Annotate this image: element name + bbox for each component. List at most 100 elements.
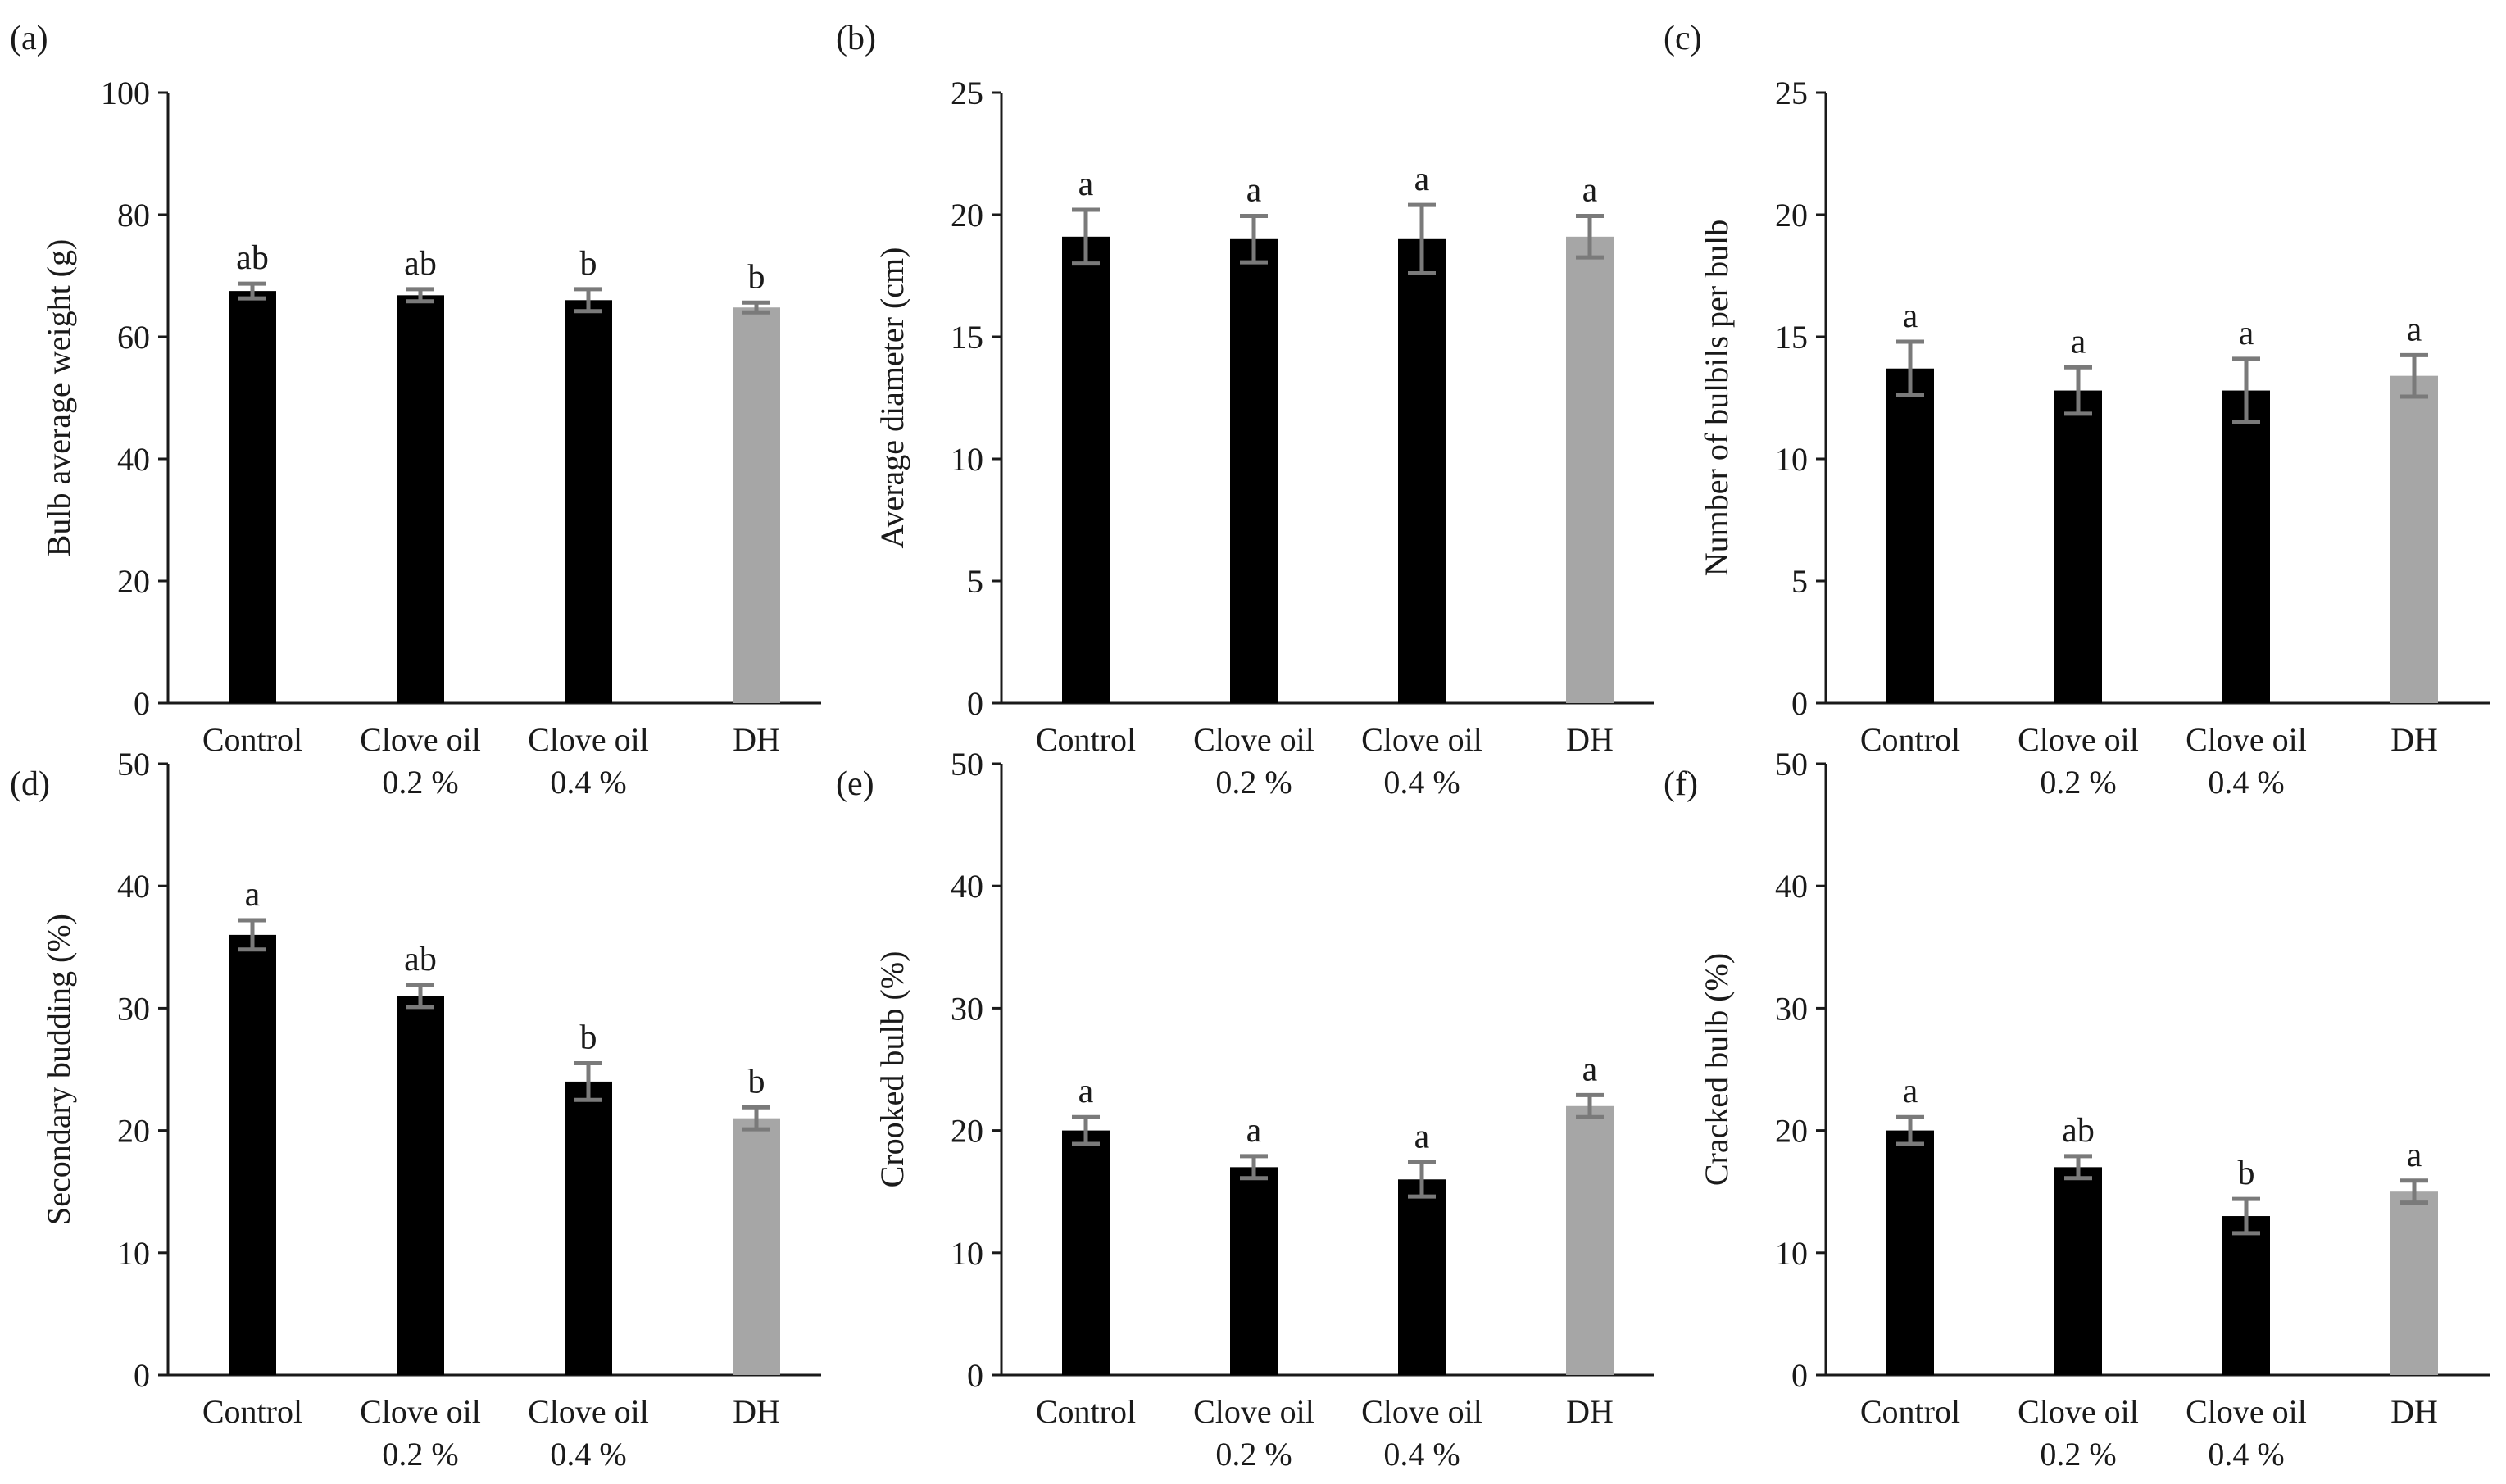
bar — [397, 295, 444, 703]
significance-letter: b — [2238, 1155, 2255, 1192]
x-category-label: 0.4 % — [1383, 1436, 1460, 1473]
y-tick-label: 15 — [1775, 319, 1808, 356]
chart-panel-c: (c) 0 5 10 15 20 25 Number of bulbils per bulb a… — [1664, 20, 2490, 801]
chart-panel-b: (b) 0 5 10 15 20 25 Average diameter (cm) a Contr… — [836, 20, 1654, 801]
panel-label: (a) — [10, 20, 48, 57]
significance-letter: a — [1414, 1118, 1430, 1155]
x-category-label: Clove oil — [2186, 721, 2307, 758]
bar — [1062, 1130, 1110, 1375]
x-category-label: Control — [1036, 721, 1136, 758]
bar — [229, 934, 276, 1375]
x-category-label: Clove oil — [2186, 1393, 2307, 1430]
y-axis-title: Cracked bulb (%) — [1698, 953, 1735, 1186]
significance-letter: a — [1246, 171, 1262, 209]
y-tick-label: 40 — [951, 868, 983, 905]
bar — [2390, 375, 2438, 703]
bar — [1886, 1130, 1934, 1375]
bar — [2222, 390, 2270, 703]
x-category-label: Control — [1860, 1393, 1960, 1430]
y-tick-label: 20 — [951, 197, 983, 234]
significance-letter: b — [580, 1019, 597, 1057]
panel-label: (b) — [836, 20, 876, 57]
bar — [1230, 238, 1278, 703]
x-category-label: Clove oil — [2018, 1393, 2139, 1430]
x-category-label: 0.2 % — [1215, 764, 1292, 801]
y-tick-label: 5 — [967, 563, 983, 600]
x-category-label: 0.4 % — [2208, 1436, 2284, 1473]
y-axis-title: Crooked bulb (%) — [874, 951, 910, 1188]
y-tick-label: 50 — [1775, 746, 1808, 783]
x-category-label: Clove oil — [1361, 1393, 1482, 1430]
y-tick-label: 0 — [1791, 685, 1808, 722]
y-axis-title: Bulb average weight (g) — [40, 239, 77, 557]
y-tick-label: 0 — [134, 1357, 150, 1394]
significance-letter: a — [1246, 1112, 1262, 1150]
bar — [733, 307, 780, 703]
bar — [1566, 1105, 1614, 1375]
x-category-label: Control — [202, 721, 302, 758]
y-tick-label: 10 — [951, 1235, 983, 1272]
y-tick-label: 50 — [117, 746, 150, 783]
x-category-label: DH — [733, 1393, 780, 1430]
significance-letter: a — [1078, 1073, 1094, 1110]
y-tick-label: 100 — [101, 75, 150, 111]
y-tick-label: 10 — [117, 1235, 150, 1272]
y-tick-label: 40 — [1775, 868, 1808, 905]
significance-letter: ab — [404, 245, 437, 283]
x-category-label: DH — [2390, 1393, 2438, 1430]
y-axis-title: Number of bulbils per bulb — [1698, 220, 1735, 577]
x-category-label: Clove oil — [528, 1393, 649, 1430]
bar — [1566, 236, 1614, 703]
y-tick-label: 20 — [117, 1113, 150, 1150]
x-category-label: Clove oil — [360, 1393, 481, 1430]
significance-letter: ab — [404, 941, 437, 978]
y-tick-label: 0 — [1791, 1357, 1808, 1394]
y-tick-label: 25 — [951, 75, 983, 111]
bar — [2390, 1191, 2438, 1375]
x-category-label: DH — [1566, 721, 1614, 758]
y-tick-label: 30 — [1775, 990, 1808, 1027]
y-tick-label: 20 — [117, 563, 150, 600]
panel-label: (c) — [1664, 20, 1702, 57]
x-category-label: Control — [1860, 721, 1960, 758]
x-category-label: 0.2 % — [2040, 764, 2116, 801]
y-axis-title: Secondary budding (%) — [40, 914, 77, 1225]
y-tick-label: 30 — [117, 990, 150, 1027]
panel-label: (d) — [10, 765, 50, 803]
x-category-label: 0.4 % — [550, 764, 626, 801]
y-tick-label: 50 — [951, 746, 983, 783]
y-tick-label: 40 — [117, 868, 150, 905]
significance-letter: a — [1582, 1051, 1598, 1088]
significance-letter: b — [748, 1063, 765, 1101]
y-tick-label: 30 — [951, 990, 983, 1027]
bar — [2054, 1167, 2102, 1375]
x-category-label: DH — [733, 721, 780, 758]
significance-letter: a — [1078, 166, 1094, 203]
significance-letter: a — [1414, 161, 1430, 198]
y-tick-label: 0 — [967, 685, 983, 722]
x-category-label: DH — [2390, 721, 2438, 758]
chart-panel-e: (e) 0 10 20 30 40 50 Crooked bulb (%) a Control a C… — [836, 746, 1654, 1473]
x-category-label: 0.2 % — [382, 764, 458, 801]
x-category-label: Clove oil — [1361, 721, 1482, 758]
y-tick-label: 20 — [951, 1113, 983, 1150]
y-tick-label: 20 — [1775, 197, 1808, 234]
x-category-label: 0.2 % — [382, 1436, 458, 1473]
x-category-label: Clove oil — [1193, 1393, 1314, 1430]
y-tick-label: 80 — [117, 197, 150, 234]
chart-panel-a: (a) 0 20 40 60 80 100 Bulb average weight (g) ab… — [10, 20, 821, 801]
x-category-label: Control — [1036, 1393, 1136, 1430]
chart-panel-d: (d) 0 10 20 30 40 50 Secondary budding (%) a Cont… — [10, 746, 821, 1473]
significance-letter: ab — [2062, 1112, 2095, 1150]
x-category-label: 0.4 % — [550, 1436, 626, 1473]
y-axis-title: Average diameter (cm) — [874, 247, 910, 549]
panel-label: (f) — [1664, 765, 1698, 803]
x-category-label: 0.4 % — [2208, 764, 2284, 801]
y-tick-label: 0 — [134, 685, 150, 722]
y-tick-label: 40 — [117, 441, 150, 478]
significance-letter: a — [2071, 323, 2086, 361]
bar — [733, 1118, 780, 1375]
significance-letter: ab — [236, 239, 269, 277]
